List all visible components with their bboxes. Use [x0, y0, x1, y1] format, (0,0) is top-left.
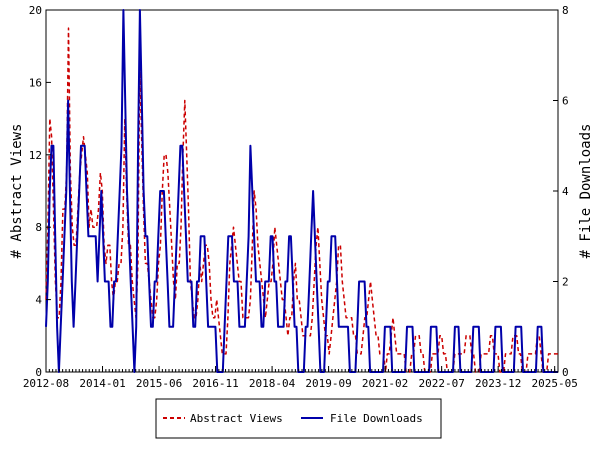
y-left-tick-label: 0 [35, 366, 42, 379]
y-right-tick-label: 4 [562, 185, 569, 198]
x-tick-label: 2019-09 [305, 377, 351, 390]
y-axis-right-title: # File Downloads [578, 124, 594, 259]
x-tick-label: 2021-02 [362, 377, 408, 390]
y-right-tick-label: 0 [562, 366, 569, 379]
y-left-tick-label: 4 [35, 294, 42, 307]
y-right-tick-label: 8 [562, 4, 569, 17]
x-tick-label: 2025-05 [531, 377, 577, 390]
x-tick-label: 2015-06 [136, 377, 182, 390]
x-tick-label: 2012-08 [23, 377, 69, 390]
y-left-tick-label: 8 [35, 221, 42, 234]
y-axis-left-title: # Abstract Views [9, 124, 25, 259]
y-left-tick-label: 20 [29, 4, 42, 17]
x-tick-label: 2022-07 [418, 377, 464, 390]
x-tick-label: 2023-12 [475, 377, 521, 390]
legend: Abstract Views File Downloads [155, 398, 442, 439]
y-left-tick-label: 16 [29, 76, 42, 89]
y-axis-left: 0 4 8 12 16 20 [29, 4, 51, 379]
x-tick-label: 2018-04 [249, 377, 296, 390]
legend-label-abstract-views: Abstract Views [190, 412, 283, 425]
y-left-tick-label: 12 [29, 149, 42, 162]
y-right-tick-label: 2 [562, 276, 569, 289]
y-axis-right: 0 2 4 6 8 [553, 4, 569, 379]
x-tick-label: 2014-01 [79, 377, 125, 390]
x-tick-label: 2016-11 [192, 377, 238, 390]
legend-box [155, 398, 442, 439]
x-axis: 2012-08 2014-01 2015-06 2016-11 2018-04 2019-… [23, 366, 578, 390]
legend-label-file-downloads: File Downloads [330, 412, 423, 425]
y-right-tick-label: 6 [562, 95, 569, 108]
